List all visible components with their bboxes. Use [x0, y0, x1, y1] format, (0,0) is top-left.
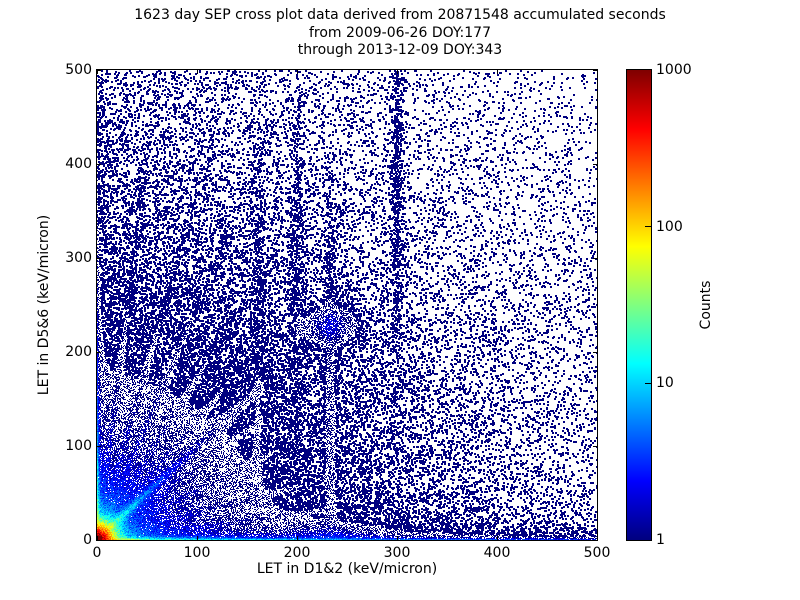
- title-line-1: 1623 day SEP cross plot data derived fro…: [134, 7, 666, 23]
- colorbar-gradient-canvas: [627, 70, 651, 540]
- x-tick: [596, 536, 598, 540]
- x-tick: [296, 536, 298, 540]
- y-tick-right: [593, 539, 597, 541]
- y-axis-label: LET in D5&6 (keV/micron): [36, 214, 52, 396]
- x-tick-top: [596, 70, 598, 74]
- y-tick-right: [593, 163, 597, 165]
- colorbar-tick-label: 10: [656, 375, 674, 392]
- x-tick: [496, 536, 498, 540]
- y-tick: [97, 351, 101, 353]
- colorbar: [626, 69, 652, 541]
- y-tick-label: 500: [65, 62, 92, 78]
- x-tick-label: 100: [183, 545, 211, 561]
- y-tick-label: 0: [83, 532, 92, 548]
- y-tick: [97, 539, 101, 541]
- x-tick: [196, 536, 198, 540]
- y-tick: [97, 445, 101, 447]
- x-tick-label: 200: [283, 545, 311, 561]
- x-tick-label: 0: [92, 545, 102, 561]
- y-tick-right: [593, 351, 597, 353]
- y-tick-label: 300: [65, 250, 92, 266]
- x-tick-top: [196, 70, 198, 74]
- x-tick-label: 400: [483, 545, 511, 561]
- title-line-3: through 2013-12-09 DOY:343: [297, 42, 503, 58]
- y-tick-label: 200: [65, 344, 92, 360]
- y-tick-right: [593, 69, 597, 71]
- x-tick-top: [396, 70, 398, 74]
- y-tick-label: 100: [65, 438, 92, 454]
- colorbar-title: Counts: [698, 280, 714, 330]
- plot-area: [96, 69, 598, 541]
- y-tick: [97, 257, 101, 259]
- x-tick: [96, 536, 98, 540]
- x-tick-label: 300: [383, 545, 411, 561]
- y-tick: [97, 69, 101, 71]
- colorbar-tick-label: 100: [656, 218, 683, 235]
- x-tick-label: 500: [583, 545, 611, 561]
- y-tick-right: [593, 257, 597, 259]
- y-tick-right: [593, 445, 597, 447]
- scatter-density-canvas: [97, 70, 597, 540]
- title-line-2: from 2009-06-26 DOY:177: [308, 24, 491, 41]
- x-tick-top: [96, 70, 98, 74]
- colorbar-tick: [645, 226, 651, 228]
- x-tick-top: [296, 70, 298, 74]
- x-tick-top: [496, 70, 498, 74]
- y-tick-label: 400: [65, 156, 92, 172]
- colorbar-tick-label: 1000: [656, 62, 692, 78]
- y-tick: [97, 163, 101, 165]
- colorbar-tick: [645, 382, 651, 384]
- x-axis-label: LET in D1&2 (keV/micron): [256, 561, 438, 577]
- colorbar-tick-label: 1: [656, 532, 665, 548]
- chart-title: 1623 day SEP cross plot data derived fro…: [0, 7, 800, 60]
- x-tick: [396, 536, 398, 540]
